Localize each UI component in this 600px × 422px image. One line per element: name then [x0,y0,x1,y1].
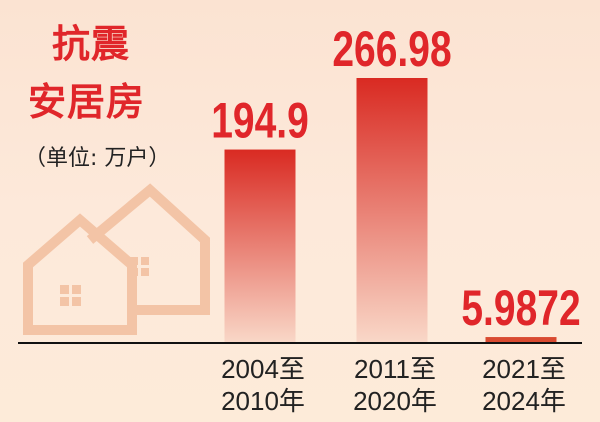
title-line-2: 安居房 [28,80,146,124]
category-label: 2011至 [354,354,436,384]
value-label: 194.9 [211,92,309,149]
value-label: 266.98 [332,20,451,77]
bar-0 [224,149,296,343]
house-icon-front [23,213,137,335]
house-icon-back [86,183,210,315]
category-label: 2020年 [353,386,437,416]
category-label: 2024年 [482,386,566,416]
house-icons [23,183,210,335]
bar-1 [356,77,428,344]
window-icon [60,257,149,306]
unit-label: （单位: 万户） [24,146,171,171]
value-label: 5.9872 [461,279,580,336]
category-label: 2004至 [221,354,305,384]
category-label: 2021至 [482,354,566,384]
title-line-1: 抗震 [52,22,131,66]
category-label: 2010年 [221,386,305,416]
bar-2 [485,337,557,343]
